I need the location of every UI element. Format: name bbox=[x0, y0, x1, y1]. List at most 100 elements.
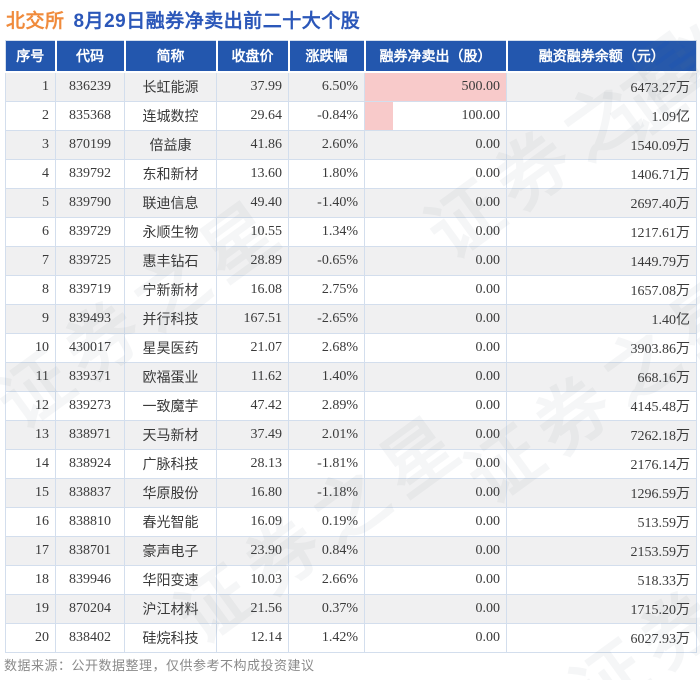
cell-code: 835368 bbox=[55, 101, 125, 131]
cell-balance: 6473.27万 bbox=[506, 71, 697, 102]
table-row: 4 839792 东和新材 13.60 1.80% 0.00 1406.71万 bbox=[5, 159, 697, 189]
table-row: 8 839719 宁新新材 16.08 2.75% 0.00 1657.08万 bbox=[5, 275, 697, 305]
table-row: 17 838701 豪声电子 23.90 0.84% 0.00 2153.59万 bbox=[5, 536, 697, 566]
netsell-value: 0.00 bbox=[475, 630, 501, 645]
cell-name: 沪江材料 bbox=[124, 594, 217, 624]
col-header-serial: 序号 bbox=[5, 40, 57, 73]
data-source-note: 数据来源：公开数据整理，仅供参考不构成投资建议 bbox=[4, 658, 315, 673]
cell-change: 2.75% bbox=[288, 275, 365, 305]
table-row: 2 835368 连城数控 29.64 -0.84% 100.00 1.09亿 bbox=[5, 101, 697, 131]
table-row: 1 836239 长虹能源 37.99 6.50% 500.00 6473.27万 bbox=[5, 71, 697, 102]
cell-serial: 5 bbox=[5, 188, 56, 218]
cell-code: 839729 bbox=[55, 217, 125, 247]
table-row: 13 838971 天马新材 37.49 2.01% 0.00 7262.18万 bbox=[5, 420, 697, 450]
cell-name: 华原股份 bbox=[124, 478, 217, 508]
table-row: 7 839725 惠丰钻石 28.89 -0.65% 0.00 1449.79万 bbox=[5, 246, 697, 276]
table-row: 16 838810 春光智能 16.09 0.19% 0.00 513.59万 bbox=[5, 507, 697, 537]
cell-netsell: 0.00 bbox=[364, 391, 507, 421]
cell-close: 23.90 bbox=[216, 536, 289, 566]
cell-change: 0.37% bbox=[288, 594, 365, 624]
cell-serial: 4 bbox=[5, 159, 56, 189]
cell-close: 37.49 bbox=[216, 420, 289, 450]
cell-balance: 1217.61万 bbox=[506, 217, 697, 247]
cell-code: 836239 bbox=[55, 71, 125, 102]
cell-netsell: 0.00 bbox=[364, 507, 507, 537]
cell-netsell: 0.00 bbox=[364, 623, 507, 653]
cell-balance: 1296.59万 bbox=[506, 478, 697, 508]
netsell-value: 0.00 bbox=[475, 601, 501, 616]
netsell-bar bbox=[365, 73, 506, 101]
cell-close: 16.09 bbox=[216, 507, 289, 537]
cell-serial: 1 bbox=[5, 71, 56, 102]
cell-code: 839719 bbox=[55, 275, 125, 305]
netsell-value: 0.00 bbox=[475, 311, 501, 326]
cell-name: 东和新材 bbox=[124, 159, 217, 189]
table-row: 3 870199 倍益康 41.86 2.60% 0.00 1540.09万 bbox=[5, 130, 697, 160]
cell-netsell: 0.00 bbox=[364, 478, 507, 508]
cell-balance: 1.09亿 bbox=[506, 101, 697, 131]
cell-balance: 1406.71万 bbox=[506, 159, 697, 189]
cell-change: 2.60% bbox=[288, 130, 365, 160]
cell-close: 41.86 bbox=[216, 130, 289, 160]
cell-serial: 3 bbox=[5, 130, 56, 160]
cell-balance: 1449.79万 bbox=[506, 246, 697, 276]
table-row: 18 839946 华阳变速 10.03 2.66% 0.00 518.33万 bbox=[5, 565, 697, 595]
netsell-value: 0.00 bbox=[475, 456, 501, 471]
cell-netsell: 0.00 bbox=[364, 159, 507, 189]
cell-netsell: 0.00 bbox=[364, 246, 507, 276]
col-header-code: 代码 bbox=[55, 40, 126, 73]
cell-code: 839792 bbox=[55, 159, 125, 189]
cell-close: 10.55 bbox=[216, 217, 289, 247]
table-row: 15 838837 华原股份 16.80 -1.18% 0.00 1296.59万 bbox=[5, 478, 697, 508]
cell-close: 28.13 bbox=[216, 449, 289, 479]
cell-balance: 2176.14万 bbox=[506, 449, 697, 479]
cell-name: 并行科技 bbox=[124, 304, 217, 334]
cell-change: -2.65% bbox=[288, 304, 365, 334]
table-row: 20 838402 硅烷科技 12.14 1.42% 0.00 6027.93万 bbox=[5, 623, 697, 653]
cell-code: 839273 bbox=[55, 391, 125, 421]
cell-serial: 13 bbox=[5, 420, 56, 450]
col-header-change: 涨跌幅 bbox=[288, 40, 366, 73]
cell-netsell: 500.00 bbox=[364, 71, 507, 102]
netsell-bar bbox=[365, 102, 394, 130]
cell-balance: 7262.18万 bbox=[506, 420, 697, 450]
cell-netsell: 0.00 bbox=[364, 188, 507, 218]
cell-netsell: 0.00 bbox=[364, 362, 507, 392]
cell-change: 2.01% bbox=[288, 420, 365, 450]
cell-balance: 6027.93万 bbox=[506, 623, 697, 653]
cell-name: 一致魔芋 bbox=[124, 391, 217, 421]
cell-name: 倍益康 bbox=[124, 130, 217, 160]
cell-close: 47.42 bbox=[216, 391, 289, 421]
cell-name: 惠丰钻石 bbox=[124, 246, 217, 276]
cell-balance: 2153.59万 bbox=[506, 536, 697, 566]
cell-balance: 1715.20万 bbox=[506, 594, 697, 624]
short-sell-table: 序号 代码 简称 收盘价 涨跌幅 融券净卖出（股） 融资融券余额（元） 1 836… bbox=[5, 40, 697, 653]
netsell-value: 0.00 bbox=[475, 572, 501, 587]
cell-netsell: 0.00 bbox=[364, 449, 507, 479]
netsell-value: 0.00 bbox=[475, 340, 501, 355]
cell-close: 16.80 bbox=[216, 478, 289, 508]
cell-serial: 16 bbox=[5, 507, 56, 537]
cell-change: 2.66% bbox=[288, 565, 365, 595]
cell-change: 0.84% bbox=[288, 536, 365, 566]
cell-close: 21.07 bbox=[216, 333, 289, 363]
cell-serial: 14 bbox=[5, 449, 56, 479]
cell-netsell: 0.00 bbox=[364, 420, 507, 450]
cell-name: 华阳变速 bbox=[124, 565, 217, 595]
netsell-value: 0.00 bbox=[475, 369, 501, 384]
cell-serial: 8 bbox=[5, 275, 56, 305]
cell-netsell: 0.00 bbox=[364, 130, 507, 160]
cell-close: 11.62 bbox=[216, 362, 289, 392]
cell-name: 硅烷科技 bbox=[124, 623, 217, 653]
col-header-close: 收盘价 bbox=[216, 40, 290, 73]
cell-serial: 11 bbox=[5, 362, 56, 392]
cell-change: 1.80% bbox=[288, 159, 365, 189]
col-header-netsell: 融券净卖出（股） bbox=[364, 40, 508, 73]
cell-change: -1.40% bbox=[288, 188, 365, 218]
cell-balance: 2697.40万 bbox=[506, 188, 697, 218]
cell-netsell: 0.00 bbox=[364, 304, 507, 334]
cell-close: 13.60 bbox=[216, 159, 289, 189]
netsell-value: 500.00 bbox=[461, 79, 501, 94]
cell-code: 838924 bbox=[55, 449, 125, 479]
cell-serial: 15 bbox=[5, 478, 56, 508]
